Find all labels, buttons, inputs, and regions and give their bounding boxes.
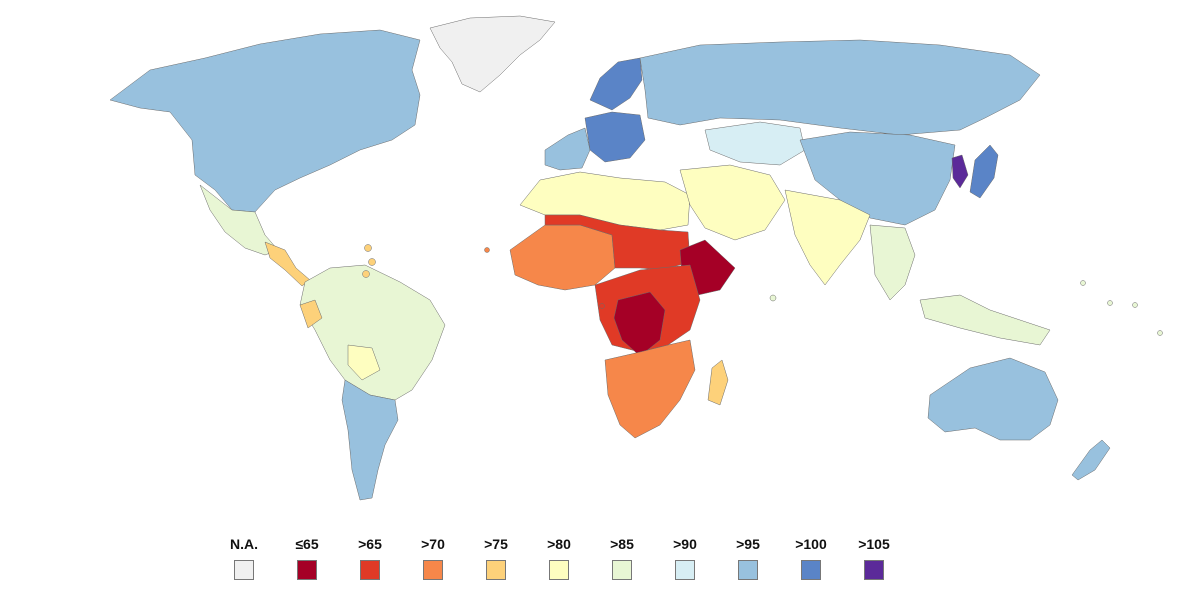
- region-korea: [951, 154, 969, 189]
- region-middle-east: [679, 164, 786, 241]
- region-australia: [927, 357, 1059, 441]
- region-china: [799, 131, 956, 226]
- region-south-america: [299, 264, 446, 401]
- legend-label: >100: [795, 536, 827, 552]
- region-southern-africa: [604, 339, 696, 439]
- legend-item: >65: [340, 534, 400, 594]
- region-north-america: [109, 29, 421, 213]
- legend-label: >70: [421, 536, 445, 552]
- legend-label: >75: [484, 536, 508, 552]
- region-japan: [969, 144, 999, 199]
- region-congo: [613, 291, 666, 357]
- legend-item: >70: [403, 534, 463, 594]
- legend-label: >95: [736, 536, 760, 552]
- region-kazakhstan: [704, 121, 806, 166]
- legend-item: >105: [844, 534, 904, 594]
- legend-label: N.A.: [230, 536, 258, 552]
- island-marker: [1080, 280, 1086, 286]
- island-marker: [362, 270, 370, 278]
- region-western-europe: [544, 127, 591, 171]
- legend-item: ≤65: [277, 534, 337, 594]
- legend-swatch: [675, 560, 695, 580]
- legend-swatch: [801, 560, 821, 580]
- region-madagascar: [707, 359, 729, 406]
- region-argentina: [341, 379, 399, 501]
- legend-label: ≤65: [295, 536, 319, 552]
- legend-swatch: [297, 560, 317, 580]
- legend-swatch: [738, 560, 758, 580]
- region-southeast-asia: [869, 224, 1051, 346]
- legend-swatch: [360, 560, 380, 580]
- legend-item: >85: [592, 534, 652, 594]
- region-ecuador: [299, 299, 323, 329]
- legend-swatch: [486, 560, 506, 580]
- world-map: [109, 15, 1163, 501]
- legend-item: >80: [529, 534, 589, 594]
- island-marker: [364, 244, 372, 252]
- legend-swatch: [549, 560, 569, 580]
- island-marker: [769, 294, 777, 302]
- legend-swatch: [864, 560, 884, 580]
- island-marker: [1107, 300, 1113, 306]
- legend-swatch: [234, 560, 254, 580]
- region-new-zealand: [1071, 439, 1111, 481]
- legend-label: >65: [358, 536, 382, 552]
- region-central-europe: [584, 111, 646, 163]
- legend-item: >95: [718, 534, 778, 594]
- legend-label: >90: [673, 536, 697, 552]
- legend-item: >90: [655, 534, 715, 594]
- legend: N.A. ≤65 >65 >70 >75 >80 >85 >90 >95 >10…: [214, 534, 914, 594]
- region-scandinavia: [589, 57, 643, 111]
- legend-label: >105: [858, 536, 890, 552]
- region-greenland: [429, 15, 556, 93]
- legend-swatch: [423, 560, 443, 580]
- region-west-africa: [509, 224, 616, 291]
- island-marker: [368, 258, 376, 266]
- legend-item: N.A.: [214, 534, 274, 594]
- region-south-asia: [784, 189, 871, 286]
- legend-label: >85: [610, 536, 634, 552]
- legend-item: >75: [466, 534, 526, 594]
- legend-item: >100: [781, 534, 841, 594]
- legend-swatch: [612, 560, 632, 580]
- island-marker: [484, 247, 490, 253]
- legend-label: >80: [547, 536, 571, 552]
- region-russia: [639, 39, 1041, 136]
- island-marker: [599, 303, 605, 309]
- region-central-america: [264, 241, 311, 287]
- island-marker: [1157, 330, 1163, 336]
- island-marker: [1132, 302, 1138, 308]
- region-bolivia: [347, 344, 381, 381]
